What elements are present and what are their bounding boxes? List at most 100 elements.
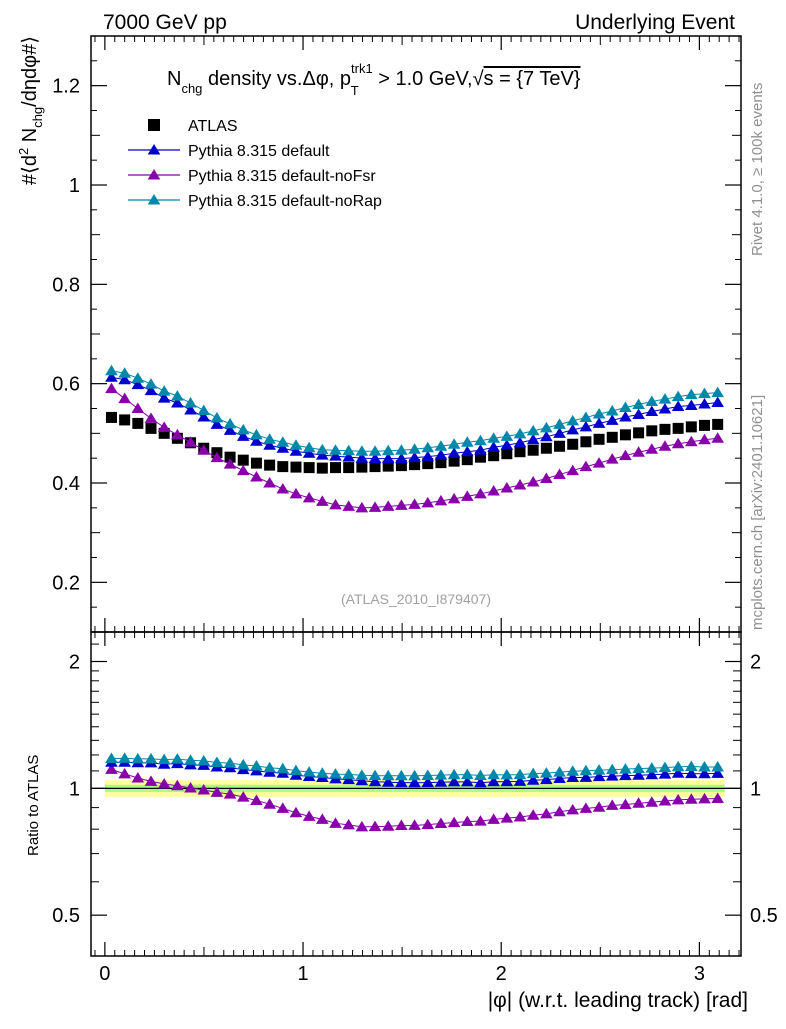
- pythia-default-point: [289, 445, 303, 456]
- pythia-default-ratio-point: [658, 768, 672, 779]
- pythia-nofsr-point: [434, 494, 448, 506]
- pythia-default-point: [540, 430, 553, 442]
- pythia-default-ratio-point: [540, 773, 553, 785]
- pythia-default-ratio-point: [619, 769, 632, 781]
- pythia-default-point: [184, 403, 197, 415]
- pythia-default-ratio-point: [460, 775, 474, 787]
- pythia-nofsr-point: [605, 453, 619, 464]
- pythia-default-ratio-point: [632, 769, 645, 780]
- pythia-default-point: [632, 408, 645, 419]
- pythia-norap-ratio-point: [540, 767, 553, 778]
- pythia-nofsr-ratio-point: [487, 813, 500, 824]
- pythia-norap-point: [236, 423, 250, 435]
- atlas-point: [382, 460, 394, 472]
- pythia-nofsr-point: [540, 472, 553, 484]
- rivet-version-label: Rivet 4.1.0, ≥ 100k events: [749, 83, 766, 256]
- pythia-nofsr-ratio-point: [421, 818, 435, 830]
- pythia-nofsr-ratio-point: [250, 794, 263, 805]
- pythia-norap-point: [605, 404, 619, 416]
- pythia-norap-ratio-point: [197, 754, 211, 766]
- pythia-norap-point: [632, 398, 645, 410]
- atlas-point: [606, 431, 618, 443]
- pythia-default-point: [118, 373, 131, 385]
- pythia-norap-ratio-point: [118, 752, 131, 763]
- mcplots-label: mcplots.cern.ch [arXiv:2401.10621]: [749, 395, 766, 630]
- pythia-nofsr-ratio-point: [171, 779, 184, 791]
- pythia-norap-ratio-point: [184, 754, 197, 765]
- pythia-default-ratio-point: [711, 767, 724, 778]
- ratio-data-marks: [105, 752, 724, 832]
- main-axis-ticks: 0.2 0.4 0.6 0.8 1 1.2: [52, 36, 741, 633]
- pythia-default-point: [197, 410, 211, 422]
- pythia-norap-point: [316, 443, 329, 455]
- pythia-nofsr-ratio-point: [381, 820, 395, 831]
- pythia-nofsr-ratio-point: [302, 810, 316, 821]
- pythia-default-point: [698, 398, 711, 409]
- pythia-default-point: [447, 447, 461, 458]
- header-right: Underlying Event: [575, 11, 735, 34]
- pythia-nofsr-ratio-point: [408, 819, 421, 830]
- pythia-nofsr-ratio-point: [197, 783, 211, 795]
- main-data-marks: [105, 364, 724, 513]
- pythia-default-ratio-point: [381, 776, 395, 787]
- y-tick-label: 0.6: [52, 374, 80, 396]
- ratio-y-axis-label: Ratio to ATLAS: [25, 755, 42, 856]
- pythia-nofsr-ratio-point: [144, 775, 158, 786]
- pythia-default-ratio-point: [447, 775, 461, 787]
- pythia-norap-point: [592, 407, 606, 419]
- atlas-point: [422, 458, 434, 470]
- y-tick-label: 1: [69, 175, 80, 197]
- pythia-norap-ratio-point: [302, 766, 316, 777]
- pythia-default-ratio-point: [698, 767, 711, 779]
- pythia-norap-ratio-point: [157, 753, 171, 765]
- pythia-norap-ratio-point: [223, 757, 237, 768]
- atlas-point: [145, 422, 157, 434]
- pythia-nofsr-point: [487, 484, 500, 496]
- pythia-norap-point: [210, 411, 224, 423]
- pythia-nofsr-ratio-point: [289, 806, 303, 818]
- pythia-default-ratio-point: [487, 775, 500, 787]
- atlas-point: [132, 417, 144, 429]
- pythia-nofsr-ratio-point: [184, 781, 197, 793]
- pythia-norap-point: [421, 441, 435, 453]
- pythia-default-point: [685, 399, 698, 411]
- pythia-norap-point: [487, 432, 500, 443]
- pythia-norap-point: [566, 414, 580, 426]
- pythia-nofsr-ratio-point: [658, 795, 672, 806]
- legend: ATLAS Pythia 8.315 default Pythia 8.315 de…: [128, 118, 382, 210]
- ratio-y-tick-label-right: 0.5: [750, 905, 778, 927]
- pythia-nofsr-point: [263, 477, 276, 488]
- pythia-norap-point: [685, 388, 698, 400]
- pythia-default-ratio-point: [553, 772, 566, 784]
- pythia-norap-ratio-point: [487, 768, 500, 780]
- pythia-default-point: [500, 439, 514, 450]
- pythia-default-point: [157, 392, 171, 403]
- pythia-norap-point: [645, 395, 659, 407]
- pythia-norap-point: [131, 372, 145, 383]
- ratio-y-tick-label-right: 1: [750, 778, 761, 800]
- pythia-default-ratio-point: [685, 767, 698, 779]
- pythia-default-point: [605, 414, 619, 425]
- pythia-nofsr-point: [236, 464, 250, 476]
- pythia-default-ratio-point: [434, 776, 448, 787]
- atlas-point: [264, 459, 276, 471]
- pythia-norap-ratio-point: [408, 769, 421, 781]
- pythia-norap-ratio-point: [671, 760, 685, 772]
- pythia-nofsr-ratio-point: [592, 801, 606, 812]
- pythia-norap-ratio-point: [171, 753, 184, 764]
- ratio-axis-ticks: 0 1 2 3 0.5 0.5 1 1 2 2: [52, 632, 778, 985]
- pythia-norap-ratio-point: [605, 763, 619, 775]
- pythia-norap-point: [671, 390, 685, 402]
- pythia-norap-point: [105, 364, 118, 376]
- pythia-norap-ratio-point: [368, 769, 382, 781]
- pythia-default-point: [421, 450, 435, 462]
- pythia-default-ratio-point: [605, 770, 619, 781]
- pythia-nofsr-point: [513, 478, 527, 490]
- atlas-point: [277, 461, 289, 473]
- pythia-nofsr-point: [289, 487, 303, 499]
- pythia-norap-point: [157, 385, 171, 396]
- pythia-norap-ratio-point: [395, 769, 408, 781]
- pythia-nofsr-ratio-point: [553, 805, 566, 817]
- pythia-norap-point: [434, 440, 448, 451]
- pythia-nofsr-point: [579, 460, 593, 472]
